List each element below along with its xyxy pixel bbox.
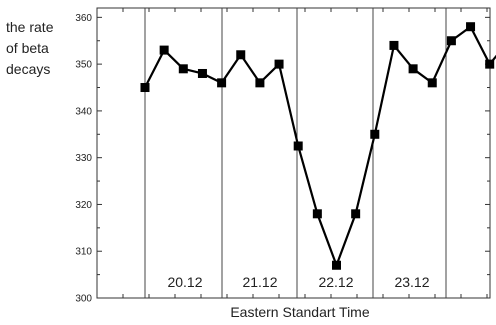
data-point-marker [274,59,284,69]
y-tick-label: 360 [75,13,92,24]
y-tick-label: 300 [75,294,92,305]
data-point-marker [159,45,169,55]
data-point-marker [351,209,361,219]
y-ticks: 300 310 320 330 340 350 360 [75,8,490,305]
data-point-marker [485,59,495,69]
data-point-marker [312,209,322,219]
series-group [140,22,496,270]
y-axis-label-line-2: of beta [6,40,49,56]
data-point-marker [217,78,227,88]
y-tick-label: 350 [75,60,92,71]
y-axis-label: the rate of beta decays [6,19,54,77]
day-dividers [144,8,447,298]
data-point-marker [178,64,188,74]
day-label: 20.12 [167,274,202,290]
y-tick-label: 330 [75,153,92,164]
data-point-marker [370,129,380,139]
data-point-marker [466,22,476,32]
data-point-marker [140,83,150,93]
data-point-marker [332,260,341,270]
series-line [144,25,496,267]
data-point-marker [427,78,437,88]
data-point-marker [236,50,246,60]
y-tick-label: 310 [75,247,92,258]
y-tick-label: 340 [75,106,92,117]
y-axis-label-line-3: decays [6,61,50,77]
data-point-marker [408,64,418,74]
y-tick-label: 320 [75,200,92,211]
data-point-marker [293,141,303,151]
day-label: 23.12 [394,274,429,290]
day-label: 22.12 [318,274,353,290]
data-point-marker [197,68,207,78]
x-axis-label: Eastern Standart Time [230,304,370,320]
day-labels: 20.12 21.12 22.12 23.12 [167,274,429,290]
axes [96,7,491,299]
data-point-marker [255,78,265,88]
data-point-marker [389,40,399,50]
data-point-marker [446,36,456,46]
day-label: 21.12 [242,274,277,290]
y-axis-label-line-1: the rate [6,19,54,35]
plot-frame [96,7,491,299]
